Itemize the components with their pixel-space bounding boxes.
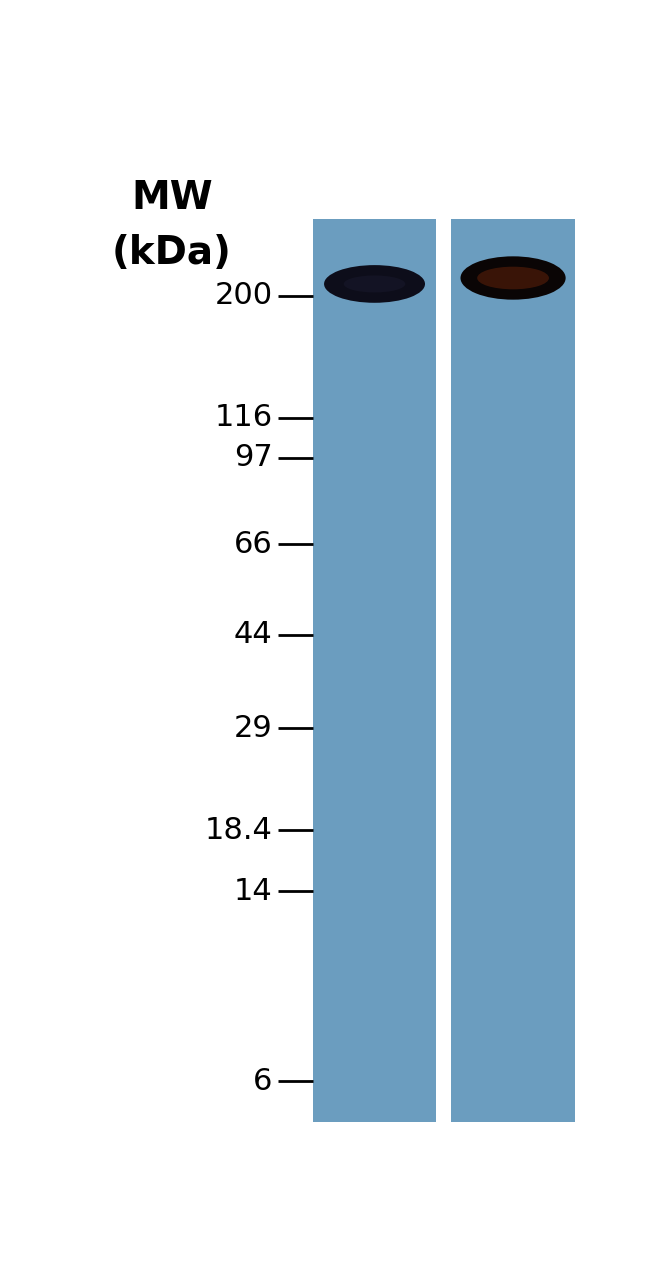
Text: 18.4: 18.4: [205, 815, 273, 845]
Ellipse shape: [344, 276, 406, 292]
Text: 66: 66: [234, 529, 273, 559]
Ellipse shape: [477, 267, 549, 290]
Text: 44: 44: [234, 621, 273, 649]
Text: (kDa): (kDa): [112, 234, 232, 272]
Text: 29: 29: [234, 714, 273, 743]
Ellipse shape: [460, 256, 566, 300]
Bar: [451, 219, 575, 1122]
Bar: [313, 219, 436, 1122]
Ellipse shape: [324, 265, 425, 303]
Text: 6: 6: [254, 1066, 273, 1096]
Text: 97: 97: [234, 443, 273, 473]
Text: 200: 200: [214, 281, 273, 310]
Text: 14: 14: [234, 877, 273, 905]
Text: MW: MW: [131, 179, 213, 218]
Text: 116: 116: [214, 403, 273, 433]
